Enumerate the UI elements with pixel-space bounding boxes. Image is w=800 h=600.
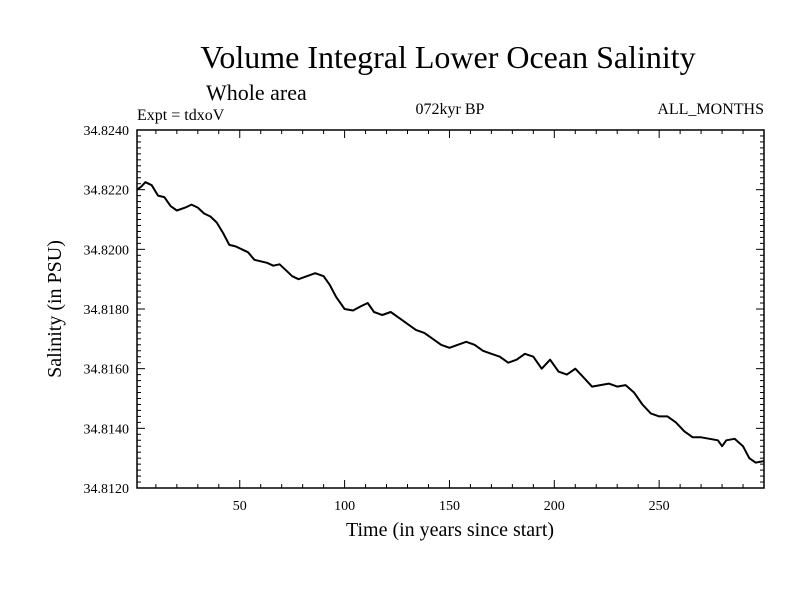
chart-subtitle: Whole area xyxy=(206,80,307,105)
y-tick-label: 34.8160 xyxy=(84,363,130,378)
x-axis-label: Time (in years since start) xyxy=(346,519,554,541)
x-tick-label: 150 xyxy=(439,499,460,514)
x-tick-label: 250 xyxy=(649,499,670,514)
x-tick-label: 100 xyxy=(334,499,355,514)
months-label: ALL_MONTHS xyxy=(657,101,764,118)
plot-frame xyxy=(136,129,765,489)
x-tick-label: 200 xyxy=(544,499,565,514)
experiment-label: Expt = tdxoV xyxy=(137,107,225,124)
y-tick-label: 34.8220 xyxy=(84,184,130,199)
y-tick-label: 34.8140 xyxy=(84,422,130,437)
x-axis-tick-labels: 50 100 150 200 250 xyxy=(233,499,670,514)
y-tick-label: 34.8180 xyxy=(84,303,130,318)
salinity-series-line xyxy=(136,181,765,464)
y-tick-label: 34.8200 xyxy=(84,243,130,258)
y-axis-tick-labels: 34.8120 34.8140 34.8160 34.8180 34.8200 34.82… xyxy=(84,124,130,497)
y-tick-label: 34.8120 xyxy=(84,482,130,497)
y-axis-label: Salinity (in PSU) xyxy=(44,240,66,378)
x-axis-ticks xyxy=(155,130,744,488)
chart-title: Volume Integral Lower Ocean Salinity xyxy=(200,39,695,75)
y-axis-ticks xyxy=(137,129,764,489)
x-tick-label: 50 xyxy=(233,499,247,514)
y-tick-label: 34.8240 xyxy=(84,124,130,139)
period-label: 072kyr BP xyxy=(416,101,485,118)
